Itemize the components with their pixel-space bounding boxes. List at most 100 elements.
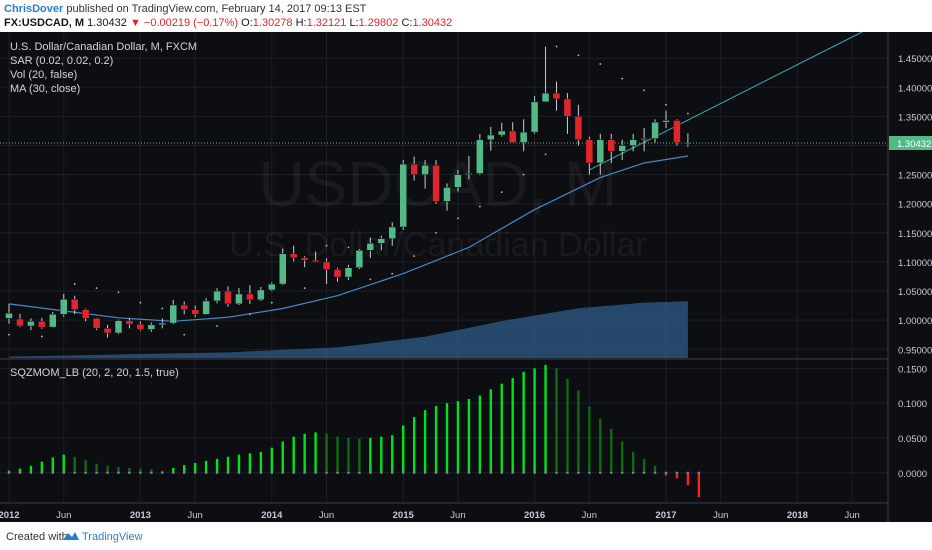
- ma-line: [8, 155, 688, 322]
- legend-sar[interactable]: SAR (0.02, 0.02, 0.2): [10, 55, 113, 67]
- author-link[interactable]: ChrisDover: [4, 3, 64, 15]
- candle-body: [125, 320, 134, 325]
- candle-body: [476, 139, 484, 174]
- candle-body: [421, 165, 429, 175]
- sar-dot: [183, 333, 186, 336]
- momentum-bar: [621, 441, 624, 473]
- momentum-bar: [500, 383, 503, 473]
- trendline-line: [589, 32, 863, 171]
- momentum-bar: [259, 451, 263, 473]
- sar-dot: [117, 291, 120, 294]
- legend-ma[interactable]: MA (30, close): [10, 83, 80, 95]
- momentum-bar: [631, 451, 635, 473]
- momentum-bar: [204, 460, 208, 473]
- momentum-bar: [226, 456, 230, 473]
- moving-average: [8, 155, 688, 322]
- squeeze-dot: [522, 471, 525, 474]
- sar-dot: [270, 301, 273, 304]
- momentum-bar: [161, 470, 164, 473]
- sar-dot: [413, 255, 416, 258]
- squeeze-dot: [544, 471, 547, 474]
- candle-body: [399, 163, 407, 228]
- candle-body: [618, 145, 626, 152]
- momentum-bar: [358, 438, 361, 473]
- price-tick-label: 1.45000: [898, 54, 932, 65]
- momentum-tick-label: 0.1000: [898, 399, 927, 410]
- chart-area[interactable]: USDCAD, M U.S. Dollar/Canadian Dollar 1.…: [0, 32, 932, 522]
- price-tick-label: 1.15000: [898, 229, 932, 240]
- sar-dot: [665, 103, 667, 106]
- squeeze-dot: [51, 471, 54, 474]
- squeeze-dot: [150, 471, 153, 474]
- candle-body: [38, 321, 46, 328]
- squeeze-dot: [237, 471, 241, 474]
- squeeze-dot: [675, 471, 679, 474]
- legend-vol[interactable]: Vol (20, false): [10, 69, 77, 81]
- squeeze-dot: [456, 471, 460, 474]
- candle-body: [235, 293, 243, 305]
- price-tick-label: 1.05000: [898, 287, 932, 298]
- sar-dot: [478, 205, 481, 208]
- candle-body: [322, 261, 331, 270]
- sar-dot: [73, 283, 76, 285]
- sar-dot: [500, 191, 503, 193]
- momentum-bar: [106, 465, 109, 473]
- price-tick-label: 1.25000: [898, 171, 932, 182]
- candle-body: [443, 187, 451, 202]
- candle-body: [202, 300, 210, 315]
- candle-body: [213, 290, 221, 302]
- sar-dot: [621, 77, 624, 80]
- candle-body: [344, 267, 353, 278]
- squeeze-dot: [697, 471, 701, 474]
- trendline[interactable]: [589, 32, 863, 171]
- momentum-bar: [303, 433, 306, 473]
- candle-body: [311, 259, 320, 263]
- squeeze-dot: [226, 471, 230, 474]
- squeeze-dot: [588, 471, 591, 474]
- price-tick-label: 1.40000: [898, 83, 932, 94]
- candle-body: [673, 120, 681, 143]
- high-label: H:: [295, 17, 307, 29]
- chart-canvas[interactable]: USDCAD, M U.S. Dollar/Canadian Dollar 1.…: [0, 32, 932, 522]
- momentum-bar: [84, 460, 87, 473]
- momentum-bar: [117, 467, 120, 473]
- momentum-bar: [314, 432, 317, 473]
- squeeze-dot: [172, 471, 175, 474]
- time-tick-label: Jun: [56, 510, 71, 521]
- last-price: 1.30432: [87, 17, 127, 29]
- sar-dot: [95, 287, 98, 290]
- squeeze-dot: [445, 471, 449, 474]
- sar-dot: [544, 153, 547, 156]
- squeeze-dot: [631, 471, 635, 474]
- time-tick-label: Jun: [844, 510, 859, 521]
- momentum-bar: [325, 433, 328, 473]
- momentum-tick-label: 0.0000: [898, 469, 927, 480]
- squeeze-dot: [686, 471, 690, 474]
- candle-body: [607, 139, 615, 152]
- momentum-bar: [150, 469, 153, 473]
- candle-body: [508, 130, 517, 143]
- squeeze-dot: [610, 471, 613, 474]
- candle-body: [530, 101, 539, 133]
- squeeze-dot: [467, 471, 471, 474]
- sar-dot: [8, 333, 10, 336]
- candle-body: [103, 328, 112, 334]
- indicator-label[interactable]: SQZMOM_LB (20, 2, 20, 1.5, true): [10, 367, 179, 379]
- time-tick-label: 2017: [655, 510, 676, 521]
- tradingview-logo-icon[interactable]: [62, 529, 80, 543]
- squeeze-dot: [18, 471, 22, 474]
- squeeze-dot: [128, 471, 131, 474]
- sar-dot: [161, 307, 164, 310]
- time-tick-label: 2018: [787, 510, 808, 521]
- squeeze-dot: [511, 471, 514, 474]
- squeeze-dot: [161, 471, 164, 474]
- tradingview-brand[interactable]: TradingView: [82, 531, 143, 543]
- momentum-bar: [237, 454, 241, 473]
- candle-body: [191, 309, 199, 315]
- squeeze-dot: [402, 471, 405, 474]
- time-tick-label: 2013: [130, 510, 151, 521]
- candle-body: [268, 283, 276, 291]
- squeeze-dot: [117, 471, 120, 474]
- candle-body: [432, 165, 440, 202]
- candle-body: [257, 289, 265, 301]
